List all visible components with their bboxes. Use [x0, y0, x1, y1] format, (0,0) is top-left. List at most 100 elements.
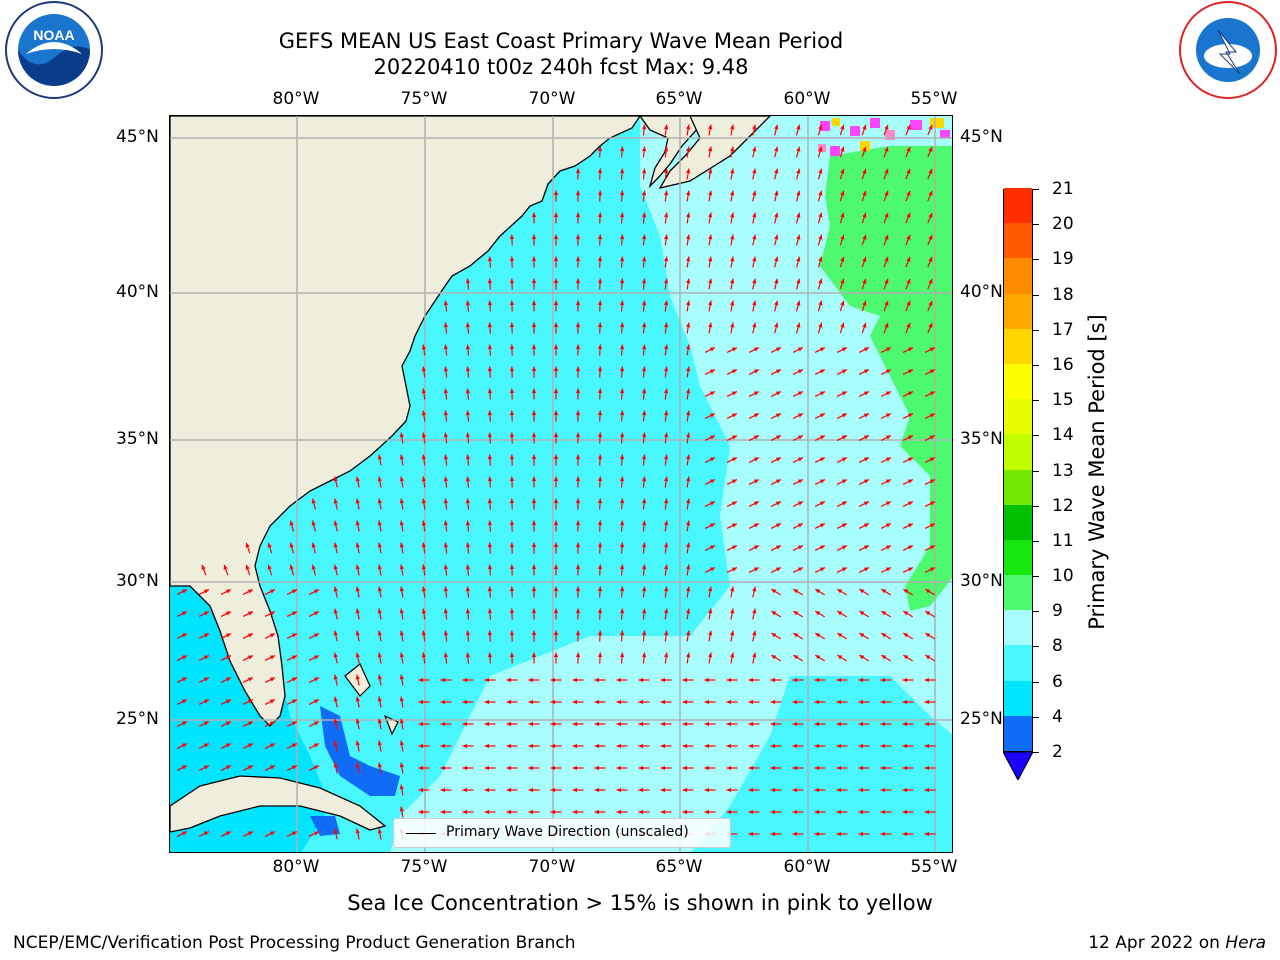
wave-direction-arrowhead: [903, 611, 909, 616]
wave-direction-arrowhead: [906, 278, 911, 284]
wave-direction-arrowhead: [313, 655, 319, 660]
wave-direction-arrowhead: [572, 721, 578, 727]
wave-direction-arrowhead: [858, 831, 864, 837]
wave-direction-arrowhead: [906, 322, 911, 328]
wave-direction-arrowhead: [924, 699, 930, 705]
wave-direction-arrowhead: [355, 674, 360, 680]
wave-direction-arrowhead: [484, 765, 490, 771]
lon-label-top: 75°W: [400, 89, 448, 109]
wave-direction-arrowhead: [181, 611, 187, 616]
wave-direction-arrowhead: [355, 718, 360, 724]
wave-direction-arrowhead: [906, 212, 911, 218]
colorbar-segment: [1004, 715, 1032, 751]
wave-direction-arrowhead: [884, 190, 889, 196]
wave-direction-arrowhead: [487, 300, 493, 306]
wave-direction-arrowhead: [641, 322, 647, 328]
wave-direction-arrowhead: [641, 454, 647, 460]
wave-direction-arrowhead: [884, 256, 889, 262]
wave-direction-arrowhead: [597, 168, 603, 174]
wave-direction-arrowhead: [616, 721, 622, 727]
wave-direction-arrowhead: [462, 743, 468, 749]
wave-direction-arrowhead: [440, 677, 446, 683]
colorbar-tick: [1033, 576, 1039, 578]
wave-direction-arrowhead: [726, 743, 732, 749]
wave-direction-arrowhead: [531, 322, 537, 328]
wave-direction-arrowhead: [663, 454, 669, 460]
wave-direction-arrowhead: [730, 278, 735, 284]
wave-direction-arrowhead: [641, 410, 647, 416]
wave-direction-arrowhead: [704, 809, 710, 815]
wave-direction-arrowhead: [443, 476, 449, 482]
wave-direction-arrowhead: [929, 391, 935, 396]
wave-direction-arrowhead: [575, 366, 581, 372]
wave-direction-arrowhead: [597, 542, 603, 548]
wave-direction-arrowhead: [753, 347, 759, 352]
wave-direction-arrowhead: [686, 124, 691, 130]
wave-direction-arrowhead: [531, 652, 537, 658]
wave-direction-arrowhead: [597, 278, 603, 284]
wave-direction-arrowhead: [818, 168, 823, 174]
wave-direction-arrowhead: [619, 300, 625, 306]
wave-direction-arrowhead: [663, 300, 669, 306]
wave-direction-arrowhead: [663, 322, 669, 328]
wave-direction-arrowhead: [619, 564, 625, 570]
wave-direction-arrowhead: [506, 721, 512, 727]
wave-direction-arrowhead: [619, 146, 625, 152]
wave-direction-arrowhead: [619, 344, 625, 350]
wave-direction-arrowhead: [682, 787, 688, 793]
wave-direction-arrowhead: [709, 523, 715, 528]
wave-direction-arrowhead: [399, 718, 404, 724]
wave-direction-arrowhead: [203, 831, 209, 836]
wave-direction-arrowhead: [531, 278, 537, 284]
wave-direction-arrowhead: [775, 391, 781, 396]
wave-direction-arrowhead: [509, 344, 515, 350]
wave-direction-arrowhead: [506, 765, 512, 771]
wave-direction-arrowhead: [863, 501, 869, 506]
wave-direction-arrowhead: [594, 721, 600, 727]
wave-direction-arrows: [176, 124, 936, 840]
wave-direction-arrowhead: [333, 476, 338, 482]
wave-direction-arrowhead: [885, 479, 891, 484]
ocean-9-10s-region: [820, 146, 952, 611]
wave-direction-arrowhead: [641, 520, 647, 526]
wave-direction-arrowhead: [291, 721, 297, 726]
wave-direction-arrowhead: [819, 413, 825, 418]
land-nova-scotia: [658, 116, 771, 189]
wave-direction-arrowhead: [355, 762, 360, 768]
wave-direction-arrowhead: [399, 454, 404, 460]
wave-direction-arrowhead: [509, 476, 515, 482]
wave-direction-arrowhead: [880, 809, 886, 815]
wave-direction-arrowhead: [814, 787, 820, 793]
colorbar-tick-label: 9: [1052, 601, 1063, 622]
wave-direction-arrowhead: [418, 677, 424, 683]
wave-direction-arrowhead: [906, 234, 911, 240]
colorbar-tick: [1033, 646, 1039, 648]
wave-direction-arrowhead: [748, 677, 754, 683]
wave-direction-arrowhead: [840, 300, 845, 306]
wave-direction-arrowhead: [531, 586, 537, 592]
wave-direction-arrowhead: [753, 391, 759, 396]
wave-direction-arrowhead: [928, 124, 933, 130]
wave-direction-arrowhead: [858, 699, 864, 705]
wave-direction-arrowhead: [709, 369, 715, 374]
sea-ice-pixels: [818, 118, 950, 156]
wave-direction-arrowhead: [484, 743, 490, 749]
wave-direction-arrowhead: [819, 501, 825, 506]
wave-direction-arrowhead: [731, 435, 737, 440]
wave-direction-arrowhead: [686, 366, 691, 372]
wave-direction-arrowhead: [575, 454, 581, 460]
wave-direction-arrowhead: [818, 322, 823, 328]
colorbar-tick-label: 20: [1052, 214, 1074, 235]
wave-direction-arrowhead: [881, 633, 887, 638]
wave-direction-arrowhead: [902, 743, 908, 749]
wave-direction-arrowhead: [686, 630, 691, 636]
wave-direction-arrowhead: [616, 699, 622, 705]
wave-direction-arrowhead: [793, 655, 799, 660]
wave-direction-arrowhead: [752, 630, 757, 636]
wave-direction-arrowhead: [840, 212, 845, 218]
colorbar-segment: [1004, 680, 1032, 716]
wave-direction-arrowhead: [509, 300, 515, 306]
wave-direction-arrowhead: [619, 454, 625, 460]
wave-direction-arrowhead: [509, 410, 515, 416]
wave-direction-arrowhead: [553, 234, 559, 240]
